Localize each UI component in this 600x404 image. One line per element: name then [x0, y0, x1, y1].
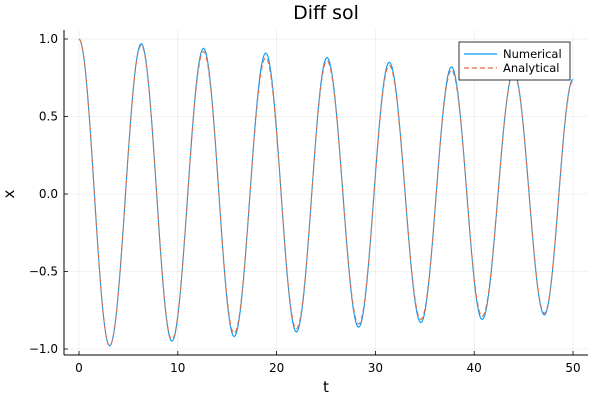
series-line-numerical [78, 38, 574, 347]
series-line-analytical [78, 38, 574, 347]
series-lines [78, 38, 574, 347]
y-ticks: −1.0 −0.5 0.0 0.5 1.0 [29, 32, 68, 356]
y-tick-label: 0.5 [39, 110, 58, 124]
legend-label-numerical: Numerical [503, 47, 562, 61]
grid [64, 30, 588, 355]
x-tick-label: 50 [565, 361, 580, 375]
chart-title: Diff sol [293, 2, 359, 24]
x-ticks: 0 10 20 30 40 50 [75, 351, 581, 375]
x-axis-label: t [323, 378, 329, 396]
plot-frame [63, 30, 588, 356]
y-tick-label: 0.0 [39, 187, 58, 201]
x-tick-label: 0 [75, 361, 83, 375]
x-tick-label: 30 [368, 361, 383, 375]
y-tick-label: −0.5 [29, 265, 58, 279]
x-tick-label: 20 [269, 361, 284, 375]
x-tick-label: 40 [467, 361, 482, 375]
y-tick-label: 1.0 [39, 32, 58, 46]
y-axis-label: x [0, 189, 18, 198]
x-tick-label: 10 [170, 361, 185, 375]
legend-label-analytical: Analytical [503, 61, 559, 75]
y-tick-label: −1.0 [29, 342, 58, 356]
legend-box [458, 41, 571, 81]
